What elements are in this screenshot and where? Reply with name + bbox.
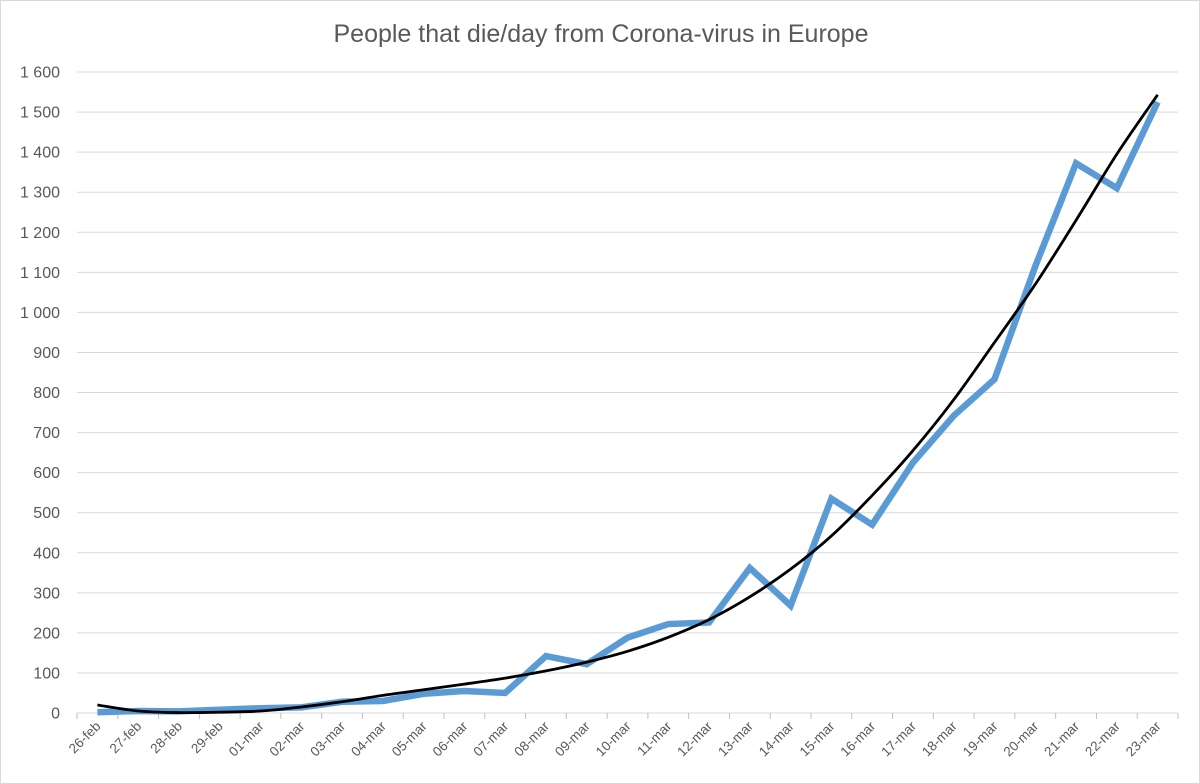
y-tick-label: 1 000: [20, 305, 60, 322]
y-tick-label: 1 200: [20, 225, 60, 242]
y-tick-label: 700: [33, 425, 60, 442]
y-tick-label: 1 600: [20, 65, 60, 82]
series-line: [97, 100, 1161, 716]
y-axis-tick-labels: 0 100 200 300 400 500 600 700 800 900 1 000 1 100 1 …: [20, 65, 60, 723]
y-tick-label: 200: [33, 625, 60, 642]
y-tick-label: 1 300: [20, 185, 60, 202]
y-tick-label: 500: [33, 505, 60, 522]
trendline: [97, 94, 1159, 715]
y-tick-label: 300: [33, 585, 60, 602]
data-series: [97, 100, 1161, 716]
gridlines: [77, 71, 1178, 674]
y-tick-label: 0: [51, 706, 60, 723]
chart-title: People that die/day from Corona-virus in…: [333, 20, 868, 48]
y-tick-label: 400: [33, 545, 60, 562]
y-tick-label: 1 400: [20, 145, 60, 162]
y-tick-label: 800: [33, 385, 60, 402]
trendline-layer: [97, 94, 1159, 715]
y-tick-label: 1 500: [20, 105, 60, 122]
y-tick-label: 900: [33, 345, 60, 362]
y-tick-label: 1 100: [20, 265, 60, 282]
y-tick-label: 100: [33, 665, 60, 682]
y-tick-label: 600: [33, 465, 60, 482]
